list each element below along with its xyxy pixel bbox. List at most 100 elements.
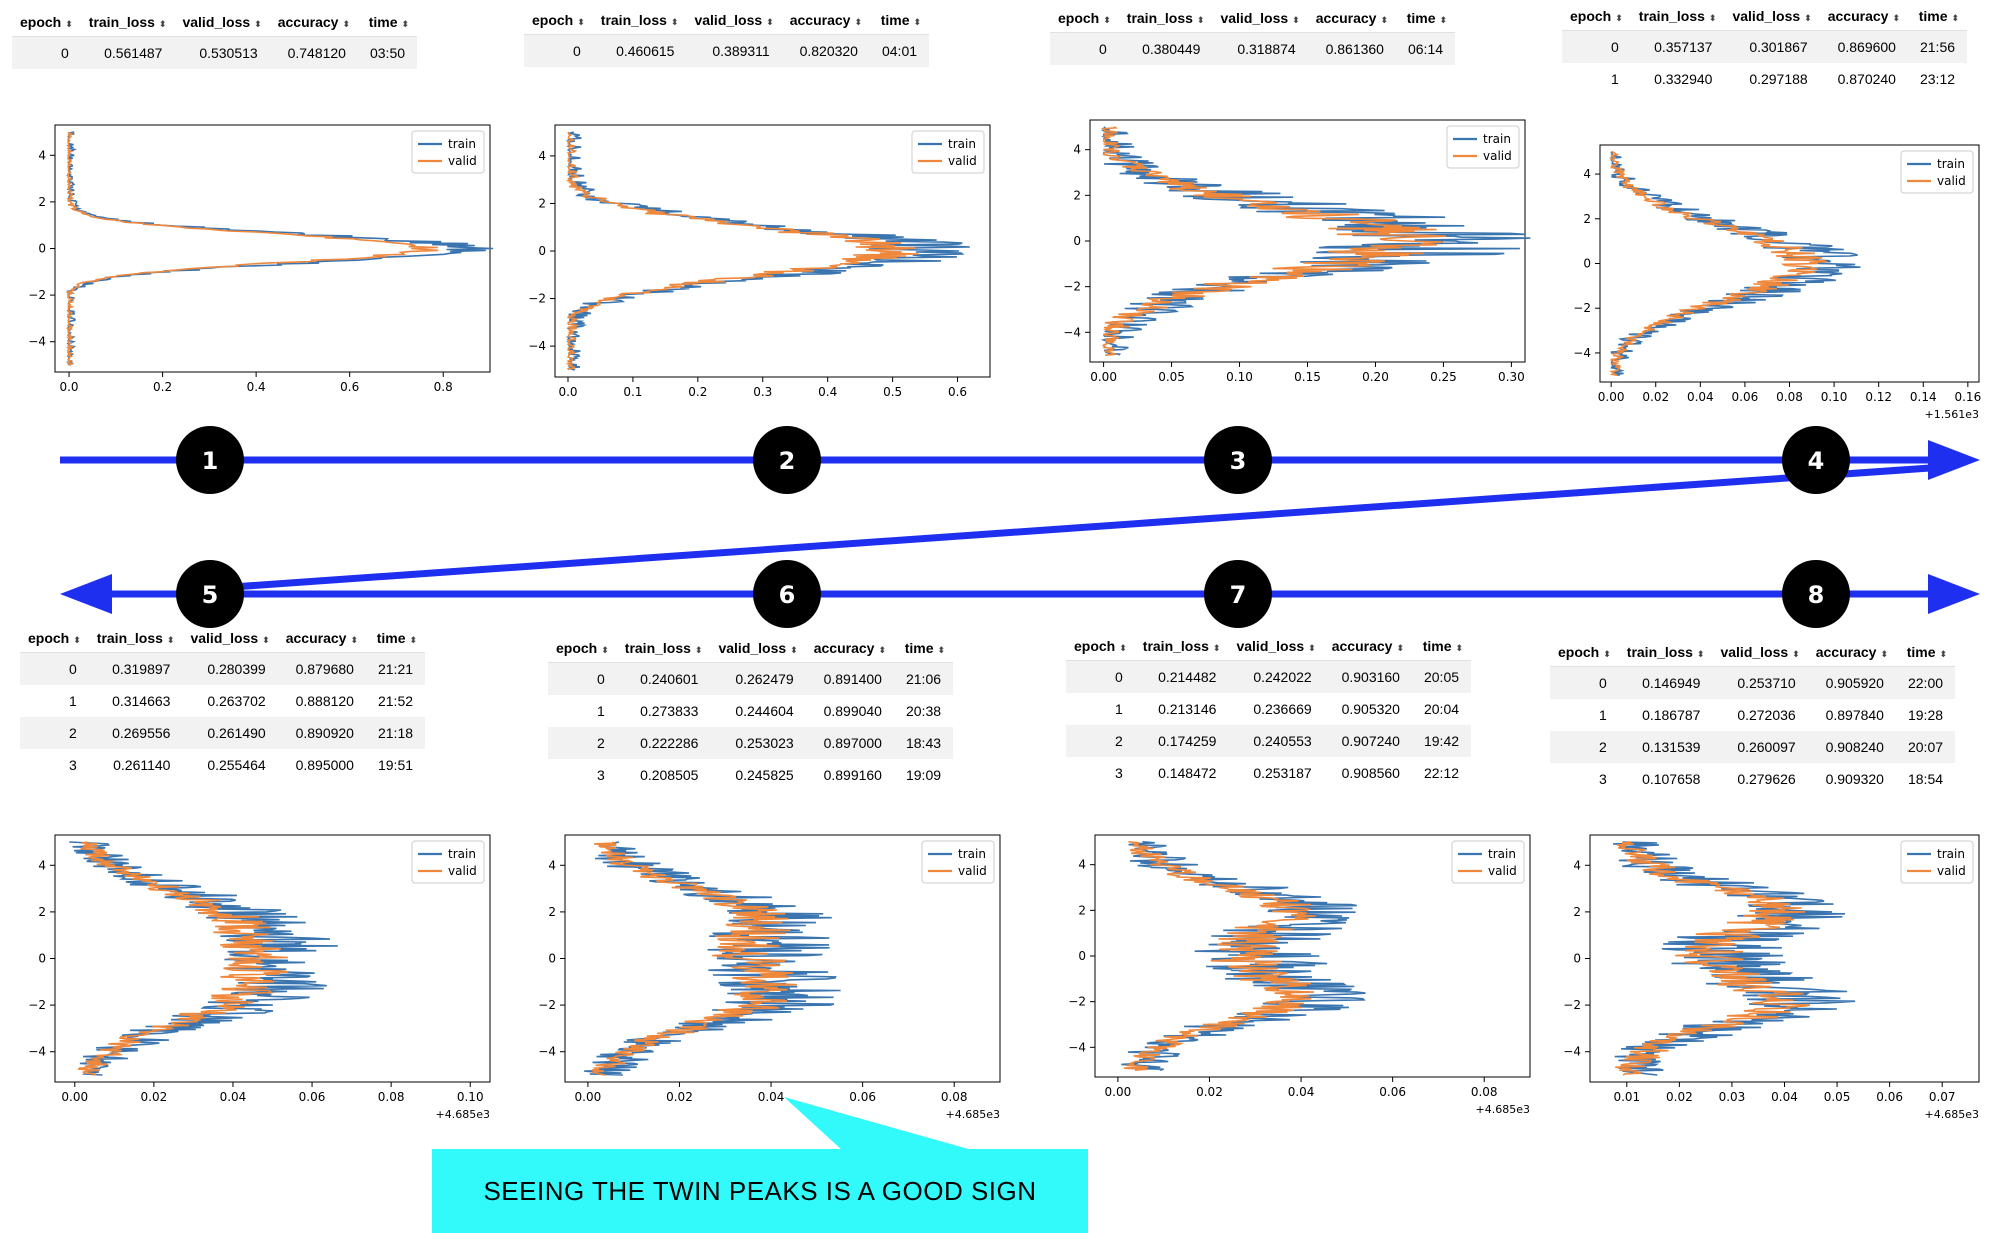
sort-icon[interactable]: ⬍ <box>1708 13 1717 23</box>
sort-icon[interactable]: ⬍ <box>1615 13 1623 23</box>
step-badge: 3 <box>1204 426 1272 494</box>
sort-icon[interactable]: ⬍ <box>913 17 922 27</box>
column-header-train-loss[interactable]: train_loss ⬍ <box>592 8 687 35</box>
step-badge: 6 <box>753 560 821 628</box>
column-header-time[interactable]: time ⬍ <box>357 10 418 37</box>
column-header-epoch[interactable]: epoch ⬍ <box>20 626 89 653</box>
sort-icon[interactable]: ⬍ <box>694 645 703 655</box>
column-header-train-loss[interactable]: train_loss ⬍ <box>88 626 183 653</box>
sort-icon[interactable]: ⬍ <box>601 645 609 655</box>
column-header-time[interactable]: time ⬍ <box>1395 6 1456 33</box>
column-header-valid-loss[interactable]: valid_loss ⬍ <box>686 8 782 35</box>
column-header-time[interactable]: time ⬍ <box>1907 4 1968 31</box>
sort-icon[interactable]: ⬍ <box>1292 15 1300 25</box>
column-header-valid-loss[interactable]: valid_loss ⬍ <box>1228 634 1324 661</box>
sort-icon[interactable]: ⬍ <box>1804 13 1812 23</box>
column-header-accuracy[interactable]: accuracy ⬍ <box>277 626 366 653</box>
cell-accuracy: 0.861360 <box>1307 32 1396 65</box>
column-header-accuracy[interactable]: accuracy ⬍ <box>1819 4 1908 31</box>
column-header-epoch[interactable]: epoch ⬍ <box>1550 640 1619 667</box>
sort-icon[interactable]: ⬍ <box>1196 15 1205 25</box>
column-header-valid-loss[interactable]: valid_loss ⬍ <box>1712 640 1808 667</box>
column-header-train-loss[interactable]: train_loss ⬍ <box>80 10 175 37</box>
x-tick-label: 0.6 <box>948 385 967 399</box>
legend-label: train <box>1483 132 1511 146</box>
column-header-epoch[interactable]: epoch ⬍ <box>548 636 617 663</box>
column-header-accuracy[interactable]: accuracy ⬍ <box>269 10 358 37</box>
column-header-time[interactable]: time ⬍ <box>1411 634 1472 661</box>
sort-icon[interactable]: ⬍ <box>1119 643 1127 653</box>
sort-icon[interactable]: ⬍ <box>262 635 270 645</box>
column-header-label: accuracy <box>1331 638 1393 654</box>
cell-train-loss: 0.332940 <box>1654 71 1713 87</box>
sort-icon[interactable]: ⬍ <box>1308 643 1316 653</box>
sort-icon[interactable]: ⬍ <box>166 635 175 645</box>
sort-icon[interactable]: ⬍ <box>670 17 679 27</box>
sort-icon[interactable]: ⬍ <box>350 635 358 645</box>
cell-valid-loss: 0.244604 <box>735 703 794 719</box>
sort-icon[interactable]: ⬍ <box>409 635 418 645</box>
column-header-epoch[interactable]: epoch ⬍ <box>12 10 81 37</box>
sort-icon[interactable]: ⬍ <box>342 19 350 29</box>
cell-train-loss: 0.131539 <box>1618 731 1713 763</box>
sort-icon[interactable]: ⬍ <box>401 19 410 29</box>
column-header-train-loss[interactable]: train_loss ⬍ <box>1630 4 1725 31</box>
sort-icon[interactable]: ⬍ <box>1939 649 1948 659</box>
sort-icon[interactable]: ⬍ <box>854 17 862 27</box>
sort-icon[interactable]: ⬍ <box>1380 15 1388 25</box>
column-header-valid-loss[interactable]: valid_loss ⬍ <box>1212 6 1308 33</box>
column-header-time[interactable]: time ⬍ <box>365 626 426 653</box>
sort-icon[interactable]: ⬍ <box>1603 649 1611 659</box>
column-header-valid-loss[interactable]: valid_loss ⬍ <box>1724 4 1820 31</box>
column-header-train-loss[interactable]: train_loss ⬍ <box>1134 634 1229 661</box>
sort-icon[interactable]: ⬍ <box>1792 649 1800 659</box>
column-header-train-loss[interactable]: train_loss ⬍ <box>616 636 711 663</box>
sort-icon[interactable]: ⬍ <box>158 19 167 29</box>
sort-icon[interactable]: ⬍ <box>73 635 81 645</box>
cell-accuracy: 0.899040 <box>823 703 882 719</box>
x-tick-label: 0.06 <box>849 1090 876 1104</box>
column-header-time[interactable]: time ⬍ <box>869 8 930 35</box>
sort-icon[interactable]: ⬍ <box>1696 649 1705 659</box>
sort-icon[interactable]: ⬍ <box>1880 649 1888 659</box>
column-header-accuracy[interactable]: accuracy ⬍ <box>1307 6 1396 33</box>
column-header-valid-loss[interactable]: valid_loss ⬍ <box>174 10 270 37</box>
column-header-valid-loss[interactable]: valid_loss ⬍ <box>182 626 278 653</box>
arrow-left <box>60 574 300 614</box>
column-header-accuracy[interactable]: accuracy ⬍ <box>1807 640 1896 667</box>
column-header-accuracy[interactable]: accuracy ⬍ <box>1323 634 1412 661</box>
sort-icon[interactable]: ⬍ <box>937 645 946 655</box>
sort-icon[interactable]: ⬍ <box>1892 13 1900 23</box>
column-header-epoch[interactable]: epoch ⬍ <box>1562 4 1631 31</box>
sort-icon[interactable]: ⬍ <box>878 645 886 655</box>
sort-icon[interactable]: ⬍ <box>65 19 73 29</box>
sort-icon[interactable]: ⬍ <box>1951 13 1960 23</box>
cell-accuracy: 0.897840 <box>1825 707 1884 723</box>
y-tick-label: −4 <box>28 1045 46 1059</box>
sort-icon[interactable]: ⬍ <box>1103 15 1111 25</box>
column-header-epoch[interactable]: epoch ⬍ <box>524 8 593 35</box>
legend: train valid <box>921 840 995 884</box>
column-header-time[interactable]: time ⬍ <box>1895 640 1956 667</box>
sort-icon[interactable]: ⬍ <box>1396 643 1404 653</box>
column-header-epoch[interactable]: epoch ⬍ <box>1050 6 1119 33</box>
column-header-train-loss[interactable]: train_loss ⬍ <box>1618 640 1713 667</box>
sort-icon[interactable]: ⬍ <box>1455 643 1464 653</box>
column-header-train-loss[interactable]: train_loss ⬍ <box>1118 6 1213 33</box>
cell-epoch: 0 <box>524 34 593 67</box>
sort-icon[interactable]: ⬍ <box>577 17 585 27</box>
legend: train valid <box>911 130 985 174</box>
sort-icon[interactable]: ⬍ <box>1439 15 1448 25</box>
legend: train valid <box>1900 840 1974 884</box>
sort-icon[interactable]: ⬍ <box>766 17 774 27</box>
column-header-epoch[interactable]: epoch ⬍ <box>1066 634 1135 661</box>
sort-icon[interactable]: ⬍ <box>1212 643 1221 653</box>
legend-label: train <box>448 847 476 861</box>
column-header-accuracy[interactable]: accuracy ⬍ <box>781 8 870 35</box>
sort-icon[interactable]: ⬍ <box>790 645 798 655</box>
column-header-valid-loss[interactable]: valid_loss ⬍ <box>710 636 806 663</box>
column-header-time[interactable]: time ⬍ <box>893 636 954 663</box>
sort-icon[interactable]: ⬍ <box>254 19 262 29</box>
legend: train valid <box>411 840 485 884</box>
column-header-accuracy[interactable]: accuracy ⬍ <box>805 636 894 663</box>
